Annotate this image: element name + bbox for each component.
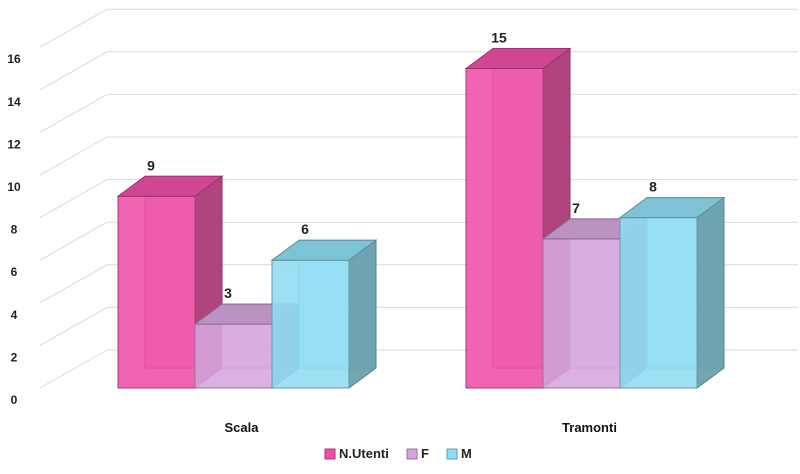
data-label: 15 — [491, 30, 507, 46]
legend-swatch — [446, 448, 458, 460]
bar-m-tramonti — [618, 196, 726, 389]
gridline-slant — [39, 349, 108, 389]
gridline-slant — [39, 8, 108, 48]
y-tick-label: 16 — [7, 52, 21, 66]
gridline-slant — [39, 264, 108, 304]
gridline-slant — [39, 136, 108, 176]
y-tick-label: 14 — [7, 95, 21, 109]
legend-swatch — [324, 448, 336, 460]
bar-m-scala — [270, 239, 378, 389]
y-tick-label: 10 — [7, 180, 21, 194]
x-axis-categories: Scala Tramonti — [225, 420, 617, 435]
bar-n-utenti-scala — [116, 175, 224, 389]
y-tick-label: 12 — [7, 137, 21, 151]
y-tick-label: 2 — [11, 350, 18, 364]
gridline-slant — [39, 51, 108, 91]
y-tick-label: 6 — [11, 265, 18, 279]
data-label: 3 — [224, 285, 232, 301]
legend-label: M — [461, 446, 472, 461]
data-label: 8 — [649, 179, 657, 195]
legend-item: N.Utenti — [324, 446, 389, 461]
bar-n-utenti-tramonti — [464, 47, 572, 389]
data-label: 7 — [572, 200, 580, 216]
legend: N.Utenti F M — [324, 446, 472, 461]
legend-item: M — [446, 446, 472, 461]
legend-item: F — [406, 446, 429, 461]
x-category-label: Tramonti — [562, 420, 617, 435]
y-tick-label: 8 — [11, 223, 18, 237]
bars — [116, 47, 726, 389]
y-axis: 0 2 4 6 8 10 12 14 16 — [7, 52, 21, 407]
legend-label: N.Utenti — [339, 446, 389, 461]
x-category-label: Scala — [225, 420, 260, 435]
y-tick-label: 4 — [11, 308, 18, 322]
data-label: 6 — [301, 221, 309, 237]
data-label: 9 — [147, 157, 155, 173]
gridline-slant — [39, 306, 108, 346]
legend-label: F — [421, 446, 429, 461]
gridline-slant — [39, 93, 108, 133]
gridline-slant — [39, 221, 108, 261]
data-labels: 9 3 6 15 7 8 — [147, 30, 657, 302]
y-tick-label: 0 — [11, 393, 18, 407]
gridline-slant — [39, 179, 108, 219]
legend-swatch — [406, 448, 418, 460]
